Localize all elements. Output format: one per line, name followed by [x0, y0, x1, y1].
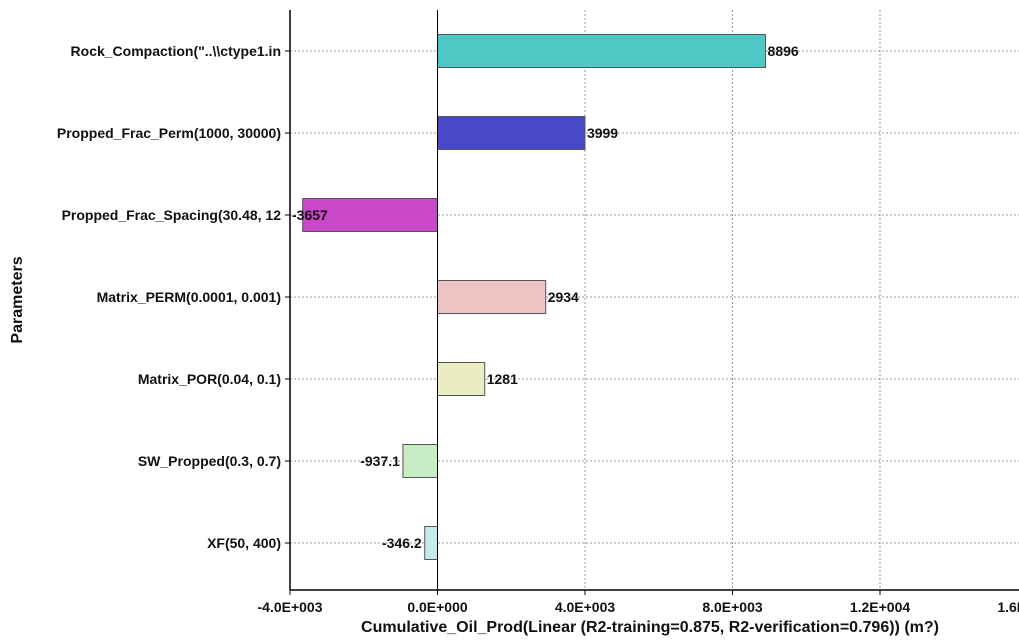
- bar: [437, 280, 547, 314]
- category-label: Matrix_POR(0.04, 0.1): [138, 371, 281, 387]
- bar-value-label: 2934: [548, 289, 579, 305]
- category-label: SW_Propped(0.3, 0.7): [138, 453, 281, 469]
- x-tick-label: 4.0E+003: [555, 599, 616, 615]
- bar-value-label: 1281: [487, 371, 518, 387]
- x-tick-label: 1.6E+004: [997, 599, 1019, 615]
- y-axis-title: Parameters: [9, 256, 26, 343]
- category-label: Propped_Frac_Perm(1000, 30000): [57, 125, 281, 141]
- category-label: Propped_Frac_Spacing(30.48, 12: [62, 207, 282, 223]
- bar-value-label: -3657: [292, 207, 328, 223]
- bar: [424, 526, 439, 560]
- bar-value-label: -346.2: [382, 535, 422, 551]
- axis-layer: [285, 10, 1019, 595]
- category-label: Matrix_PERM(0.0001, 0.001): [97, 289, 281, 305]
- bar: [437, 362, 486, 396]
- bar-value-label: 3999: [587, 125, 618, 141]
- bars-layer: [302, 34, 767, 560]
- bar-value-label: -937.1: [360, 453, 400, 469]
- bar: [437, 116, 586, 150]
- labels-layer: -4.0E+003 0.0E+000 4.0E+003 8.0E+003 1.2E+00…: [57, 43, 1019, 615]
- x-tick-label: 1.2E+004: [850, 599, 911, 615]
- x-tick-label: 0.0E+000: [407, 599, 468, 615]
- category-label: Rock_Compaction("..\\ctype1.in: [71, 43, 281, 59]
- x-tick-label: 8.0E+003: [702, 599, 763, 615]
- bar: [437, 34, 767, 68]
- x-axis-title: Cumulative_Oil_Prod(Linear (R2-training=…: [361, 619, 939, 636]
- bar-value-label: 8896: [768, 43, 799, 59]
- bar: [402, 444, 438, 478]
- category-label: XF(50, 400): [207, 535, 281, 551]
- x-tick-label: -4.0E+003: [258, 599, 323, 615]
- grid-layer: [290, 10, 1019, 590]
